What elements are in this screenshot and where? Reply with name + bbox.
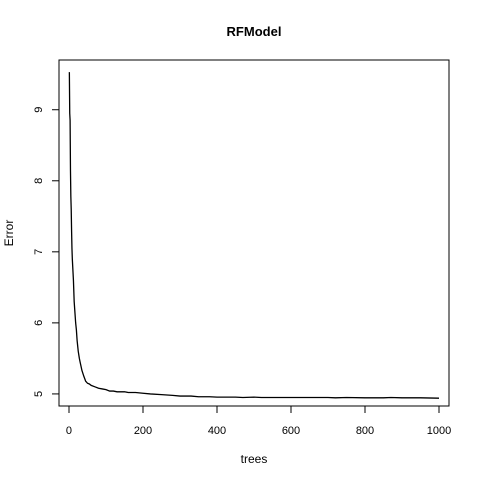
y-axis: 5 6 7 8 9 (33, 107, 60, 397)
y-tick-label: 9 (33, 107, 45, 113)
x-tick-label: 1000 (427, 425, 451, 437)
y-axis-label: Error (2, 220, 16, 247)
x-axis: 0 200 400 600 800 1000 (66, 405, 451, 437)
y-tick-label: 5 (33, 391, 45, 397)
x-tick-label: 200 (134, 425, 152, 437)
y-tick-label: 6 (33, 320, 45, 326)
x-tick-label: 0 (66, 425, 72, 437)
y-tick-label: 7 (33, 249, 45, 255)
x-axis-label: trees (241, 452, 268, 466)
plot-area-frame (58, 59, 450, 407)
error-series-line (68, 72, 440, 399)
x-tick-label: 400 (208, 425, 226, 437)
chart-title: RFModel (227, 24, 282, 39)
x-tick-label: 600 (282, 425, 300, 437)
y-tick-label: 8 (33, 178, 45, 184)
x-tick-label: 800 (356, 425, 374, 437)
